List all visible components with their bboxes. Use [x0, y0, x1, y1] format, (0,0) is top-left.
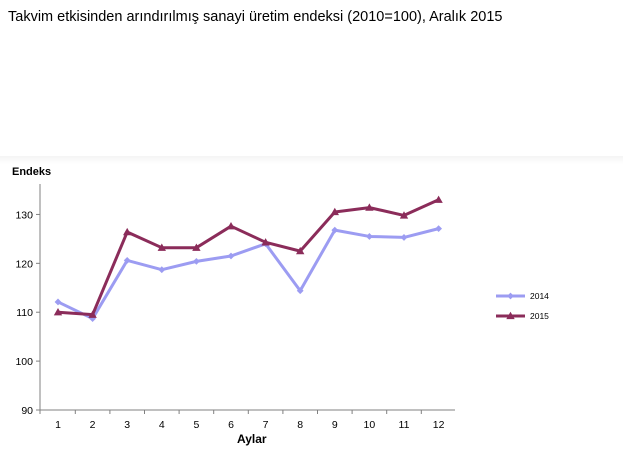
- x-tick-label: 9: [332, 419, 338, 431]
- chart-area-top-border: [0, 156, 623, 164]
- x-tick-label: 7: [263, 419, 269, 431]
- chart-title: Takvim etkisinden arındırılmış sanayi ür…: [8, 9, 503, 25]
- data-point-2014: [435, 225, 442, 233]
- data-point-2015: [434, 195, 443, 203]
- data-point-2014: [296, 287, 304, 295]
- y-tick-label: 120: [15, 258, 33, 270]
- series-line-2014: [57, 227, 439, 321]
- data-point-2015: [88, 310, 97, 318]
- y-tick-label: 110: [16, 307, 33, 319]
- data-point-2015: [53, 308, 63, 316]
- y-tick-label: 100: [15, 356, 33, 368]
- legend-label: 2014: [530, 291, 549, 301]
- series-2014: [54, 225, 442, 322]
- x-tick-label: 5: [193, 419, 199, 431]
- legend-label: 2015: [530, 311, 549, 321]
- data-point-2015: [330, 207, 339, 216]
- y-tick-label: 130: [15, 209, 33, 221]
- legend-item-2014: 2014: [496, 291, 549, 301]
- x-tick-label: 8: [297, 419, 303, 431]
- legend: 2014 2015: [496, 291, 549, 321]
- y-tick-label: 90: [21, 405, 33, 417]
- data-point-2014: [227, 252, 235, 260]
- series-2015: [53, 195, 443, 318]
- x-tick-label: 4: [159, 419, 165, 431]
- data-point-2015: [226, 221, 236, 230]
- data-point-2015: [261, 238, 270, 246]
- x-tick-label: 12: [433, 419, 445, 431]
- x-tick-label: 3: [124, 419, 130, 431]
- data-point-2015: [296, 246, 305, 255]
- x-tick-label: 10: [364, 419, 376, 431]
- series-line-2015: [57, 198, 440, 317]
- axes: [39, 184, 455, 411]
- data-point-2014: [89, 315, 96, 322]
- x-axis-ticks: 1 2 3 4 5 6 7 8 9 10 11 12: [39, 410, 445, 431]
- data-point-2015: [192, 243, 201, 251]
- y-axis-ticks: 90 100 110 120 130: [15, 209, 40, 417]
- data-point-2015: [365, 203, 374, 211]
- data-point-2014: [123, 257, 131, 264]
- legend-marker: [506, 311, 515, 320]
- x-axis-label: Aylar: [237, 432, 267, 446]
- x-tick-label: 2: [90, 419, 96, 431]
- data-point-2015: [123, 227, 132, 236]
- x-tick-label: 11: [399, 419, 410, 431]
- data-point-2014: [54, 298, 62, 306]
- data-point-2015: [157, 243, 166, 251]
- data-point-2014: [158, 266, 166, 274]
- data-point-2014: [331, 226, 339, 234]
- data-point-2014: [366, 233, 373, 240]
- legend-marker: [507, 292, 514, 300]
- data-point-2014: [193, 257, 200, 265]
- data-point-2015: [399, 211, 409, 219]
- legend-item-2015: 2015: [496, 311, 549, 321]
- series-group: [53, 195, 443, 322]
- x-tick-label: 6: [228, 419, 234, 431]
- y-axis-label: Endeks: [12, 166, 52, 178]
- data-point-2014: [400, 234, 408, 241]
- x-tick-label: 1: [55, 419, 61, 431]
